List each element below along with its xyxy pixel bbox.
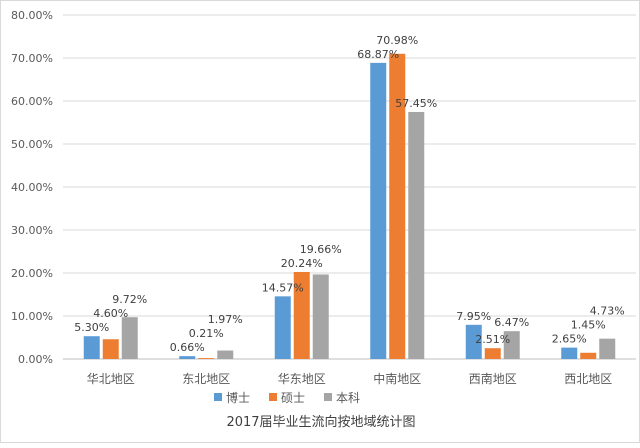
- data-label: 9.72%: [112, 293, 147, 306]
- y-tick-label: 80.00%: [11, 9, 53, 22]
- data-label: 7.95%: [456, 310, 491, 323]
- data-label: 19.66%: [300, 243, 342, 256]
- y-tick-label: 20.00%: [11, 267, 53, 280]
- legend-swatch: [324, 393, 332, 401]
- data-label: 2.65%: [552, 333, 587, 346]
- bar: [465, 324, 482, 359]
- bar: [561, 347, 578, 359]
- data-label: 68.87%: [357, 48, 399, 61]
- legend-swatch: [214, 393, 222, 401]
- y-tick-label: 50.00%: [11, 138, 53, 151]
- bar: [102, 339, 119, 359]
- y-tick-label: 70.00%: [11, 52, 53, 65]
- bar: [179, 356, 196, 359]
- x-tick-label: 中南地区: [373, 371, 421, 386]
- legend-label: 博士: [226, 390, 250, 405]
- bar: [484, 348, 501, 359]
- bar: [121, 317, 138, 359]
- y-tick-label: 10.00%: [11, 310, 53, 323]
- data-label: 0.21%: [189, 327, 224, 340]
- x-tick-label: 西南地区: [469, 371, 517, 386]
- legend-label: 硕士: [281, 391, 305, 405]
- legend-label: 本科: [336, 391, 360, 405]
- bar: [198, 358, 215, 359]
- bar: [83, 336, 100, 359]
- bar: [312, 274, 329, 359]
- bar: [274, 296, 291, 359]
- data-label: 6.47%: [494, 316, 529, 329]
- data-label: 20.24%: [281, 257, 323, 270]
- data-label: 57.45%: [395, 97, 437, 110]
- x-tick-label: 华东地区: [278, 372, 326, 386]
- bar: [370, 62, 387, 359]
- data-label: 70.98%: [376, 34, 418, 47]
- data-label: 5.30%: [74, 321, 109, 334]
- y-tick-label: 30.00%: [11, 224, 53, 237]
- data-label: 1.45%: [571, 319, 606, 332]
- x-tick-label: 华北地区: [87, 372, 135, 386]
- bar: [599, 338, 616, 359]
- bar: [580, 352, 597, 359]
- y-tick-label: 60.00%: [11, 95, 53, 108]
- bar: [389, 53, 406, 359]
- data-label: 0.66%: [170, 341, 205, 354]
- y-tick-label: 0.00%: [18, 353, 53, 366]
- bar: [408, 111, 425, 359]
- y-tick-label: 40.00%: [11, 181, 53, 194]
- bar: [217, 350, 234, 359]
- bar: [293, 271, 310, 359]
- data-label: 4.60%: [93, 307, 128, 320]
- data-label: 2.51%: [475, 333, 510, 346]
- data-label: 4.73%: [590, 305, 625, 318]
- data-label: 14.57%: [262, 281, 304, 294]
- legend-swatch: [269, 393, 277, 401]
- x-tick-label: 西北地区: [564, 372, 612, 386]
- bar: [503, 331, 520, 359]
- data-label: 1.97%: [208, 313, 243, 326]
- chart-title: 2017届毕业生流向按地域统计图: [226, 414, 415, 430]
- x-tick-label: 东北地区: [182, 372, 230, 386]
